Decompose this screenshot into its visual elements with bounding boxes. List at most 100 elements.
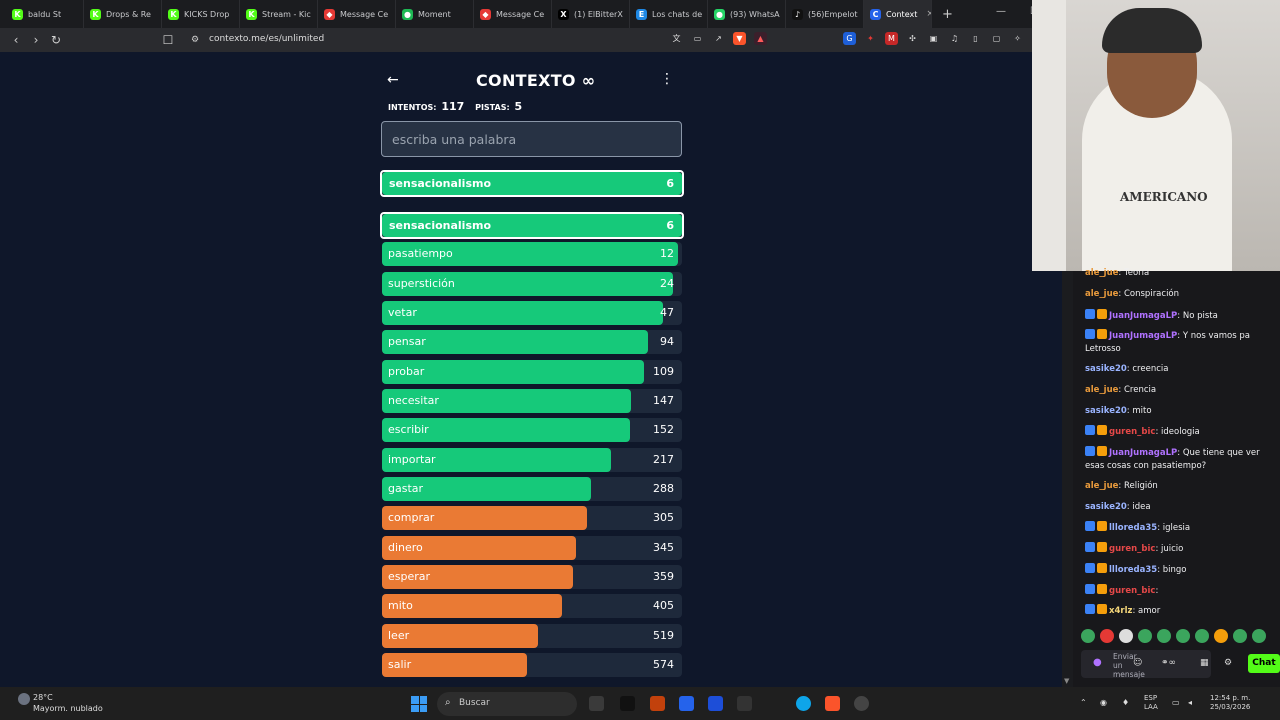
link-icon[interactable]: ⚭∞: [1161, 658, 1177, 668]
chat-username[interactable]: ale_jue: [1085, 289, 1119, 299]
extension-translate-icon[interactable]: G: [843, 32, 856, 45]
translate-icon[interactable]: 文: [672, 34, 681, 43]
chat-username[interactable]: JuanJumagaLP: [1109, 331, 1178, 341]
language-indicator[interactable]: ESP LAA: [1144, 694, 1158, 712]
chat-username[interactable]: sasike20: [1085, 406, 1127, 416]
browser-tab[interactable]: X (1) ElBitterX: [552, 0, 630, 28]
webcam-overlay: AMERICANO: [1032, 0, 1280, 271]
terminal-icon[interactable]: [620, 696, 635, 711]
office-icon[interactable]: [650, 696, 665, 711]
console-icon[interactable]: [737, 696, 752, 711]
emote-icon[interactable]: [1214, 629, 1228, 643]
minimize-icon[interactable]: —: [996, 6, 1006, 17]
back-arrow-icon[interactable]: ←: [387, 72, 399, 88]
media-icon[interactable]: ♫: [950, 34, 959, 43]
extensions-puzzle-icon[interactable]: ✣: [909, 34, 916, 43]
chat-username[interactable]: JuanJumagaLP: [1109, 448, 1178, 458]
chat-send-button[interactable]: Chat: [1248, 654, 1280, 673]
emote-icon[interactable]: [1252, 629, 1266, 643]
chat-text: Crencia: [1123, 385, 1157, 395]
emote-icon[interactable]: [1119, 629, 1133, 643]
tab-active[interactable]: C Context ×: [864, 0, 932, 28]
sidebar-icon[interactable]: ▯: [973, 34, 978, 43]
browser-tab[interactable]: ◆ Message Ce: [474, 0, 552, 28]
bookmark-icon[interactable]: ☐: [162, 33, 174, 47]
emote-icon[interactable]: [1100, 629, 1114, 643]
chat-username[interactable]: guren_bic: [1109, 427, 1156, 437]
close-tab-icon[interactable]: ×: [926, 9, 931, 19]
store-app-icon[interactable]: [708, 696, 723, 711]
emote-icon[interactable]: [1081, 629, 1095, 643]
brave-rewards-icon[interactable]: ▲: [754, 32, 767, 45]
browser-tab[interactable]: ● (93) WhatsA: [708, 0, 786, 28]
forward-nav-icon[interactable]: ›: [33, 33, 39, 47]
chat-username[interactable]: ale_jue: [1085, 268, 1119, 278]
wallet-icon[interactable]: ▣: [929, 34, 938, 43]
browser-tab[interactable]: E Los chats de: [630, 0, 708, 28]
browser-tab[interactable]: K Drops & Re: [84, 0, 162, 28]
chat-username[interactable]: ale_jue: [1085, 481, 1119, 491]
leo-icon[interactable]: ▢: [992, 34, 1001, 43]
browser-tab[interactable]: ◆ Message Ce: [318, 0, 396, 28]
chat-username[interactable]: llloreda35: [1109, 565, 1158, 575]
chat-message: llloreda35: iglesia: [1085, 521, 1275, 535]
obs-icon[interactable]: [854, 696, 869, 711]
store-icon[interactable]: ▦: [1200, 658, 1209, 668]
network-icon[interactable]: ▭: [1172, 698, 1180, 707]
emote-icon[interactable]: [1233, 629, 1247, 643]
chat-username[interactable]: JuanJumagaLP: [1109, 311, 1178, 321]
start-button[interactable]: [411, 696, 427, 712]
extension-red-icon[interactable]: ✦: [867, 34, 874, 43]
cast-icon[interactable]: ▭: [693, 34, 702, 43]
back-nav-icon[interactable]: ‹: [13, 33, 19, 47]
volume-icon[interactable]: ◂: [1188, 698, 1193, 707]
new-tab-button[interactable]: +: [942, 6, 953, 22]
emote-icon[interactable]: [1157, 629, 1171, 643]
brave-shield-icon[interactable]: ▼: [733, 32, 746, 45]
chat-input[interactable]: ● Enviar un mensaje ☺: [1081, 650, 1211, 679]
edge-icon[interactable]: [796, 696, 811, 711]
taskbar-search[interactable]: ⌕ Buscar: [437, 692, 577, 716]
chat-text: creencia: [1132, 364, 1169, 374]
chat-username[interactable]: ale_jue: [1085, 385, 1119, 395]
weather-icon[interactable]: [18, 693, 30, 705]
tab-label: Context: [886, 9, 918, 19]
emote-icon[interactable]: [1138, 629, 1152, 643]
tray-mic-icon[interactable]: ♦: [1122, 698, 1130, 707]
browser-tab[interactable]: K KICKS Drop: [162, 0, 240, 28]
guess-row: probar 109: [382, 359, 682, 384]
task-view-icon[interactable]: [589, 696, 604, 711]
url-field[interactable]: contexto.me/es/unlimited: [209, 34, 325, 44]
browser-tab[interactable]: K Stream - Kic: [240, 0, 318, 28]
chat-username[interactable]: sasike20: [1085, 364, 1127, 374]
chat-username[interactable]: sasike20: [1085, 502, 1127, 512]
brave-icon[interactable]: [825, 696, 840, 711]
app-icon[interactable]: [679, 696, 694, 711]
contexto-favicon-icon: C: [870, 8, 881, 20]
page-scrollbar[interactable]: ▼: [1062, 52, 1073, 687]
title-text: CONTEXTO: [476, 71, 576, 90]
clock[interactable]: 12:54 p. m. 25/03/2026: [1210, 694, 1250, 712]
ai-icon[interactable]: ✧: [1014, 34, 1021, 43]
menu-kebab-icon[interactable]: ⋮: [660, 71, 674, 87]
scroll-down-icon[interactable]: ▼: [1064, 677, 1070, 685]
extension-m-icon[interactable]: M: [885, 32, 898, 45]
tray-chevron-icon[interactable]: ⌃: [1080, 698, 1087, 707]
browser-tab[interactable]: ♪ (56)Empelot: [786, 0, 864, 28]
chat-username[interactable]: x4rlz: [1109, 606, 1133, 616]
emote-icon[interactable]: [1195, 629, 1209, 643]
tray-app-icon[interactable]: ◉: [1100, 698, 1107, 707]
browser-tab[interactable]: ● Moment: [396, 0, 474, 28]
chat-username[interactable]: guren_bic: [1109, 544, 1156, 554]
site-settings-icon[interactable]: ⚙: [190, 35, 200, 45]
emoji-icon[interactable]: ☺: [1133, 658, 1143, 668]
reload-icon[interactable]: ↻: [50, 33, 62, 47]
share-icon[interactable]: ↗: [715, 34, 722, 43]
word-input[interactable]: [381, 121, 682, 157]
chat-settings-icon[interactable]: ⚙: [1224, 658, 1233, 668]
emote-icon[interactable]: [1176, 629, 1190, 643]
chat-username[interactable]: guren_bic: [1109, 586, 1156, 596]
chat-username[interactable]: llloreda35: [1109, 523, 1158, 533]
mic-icon[interactable]: ●: [1093, 657, 1102, 668]
